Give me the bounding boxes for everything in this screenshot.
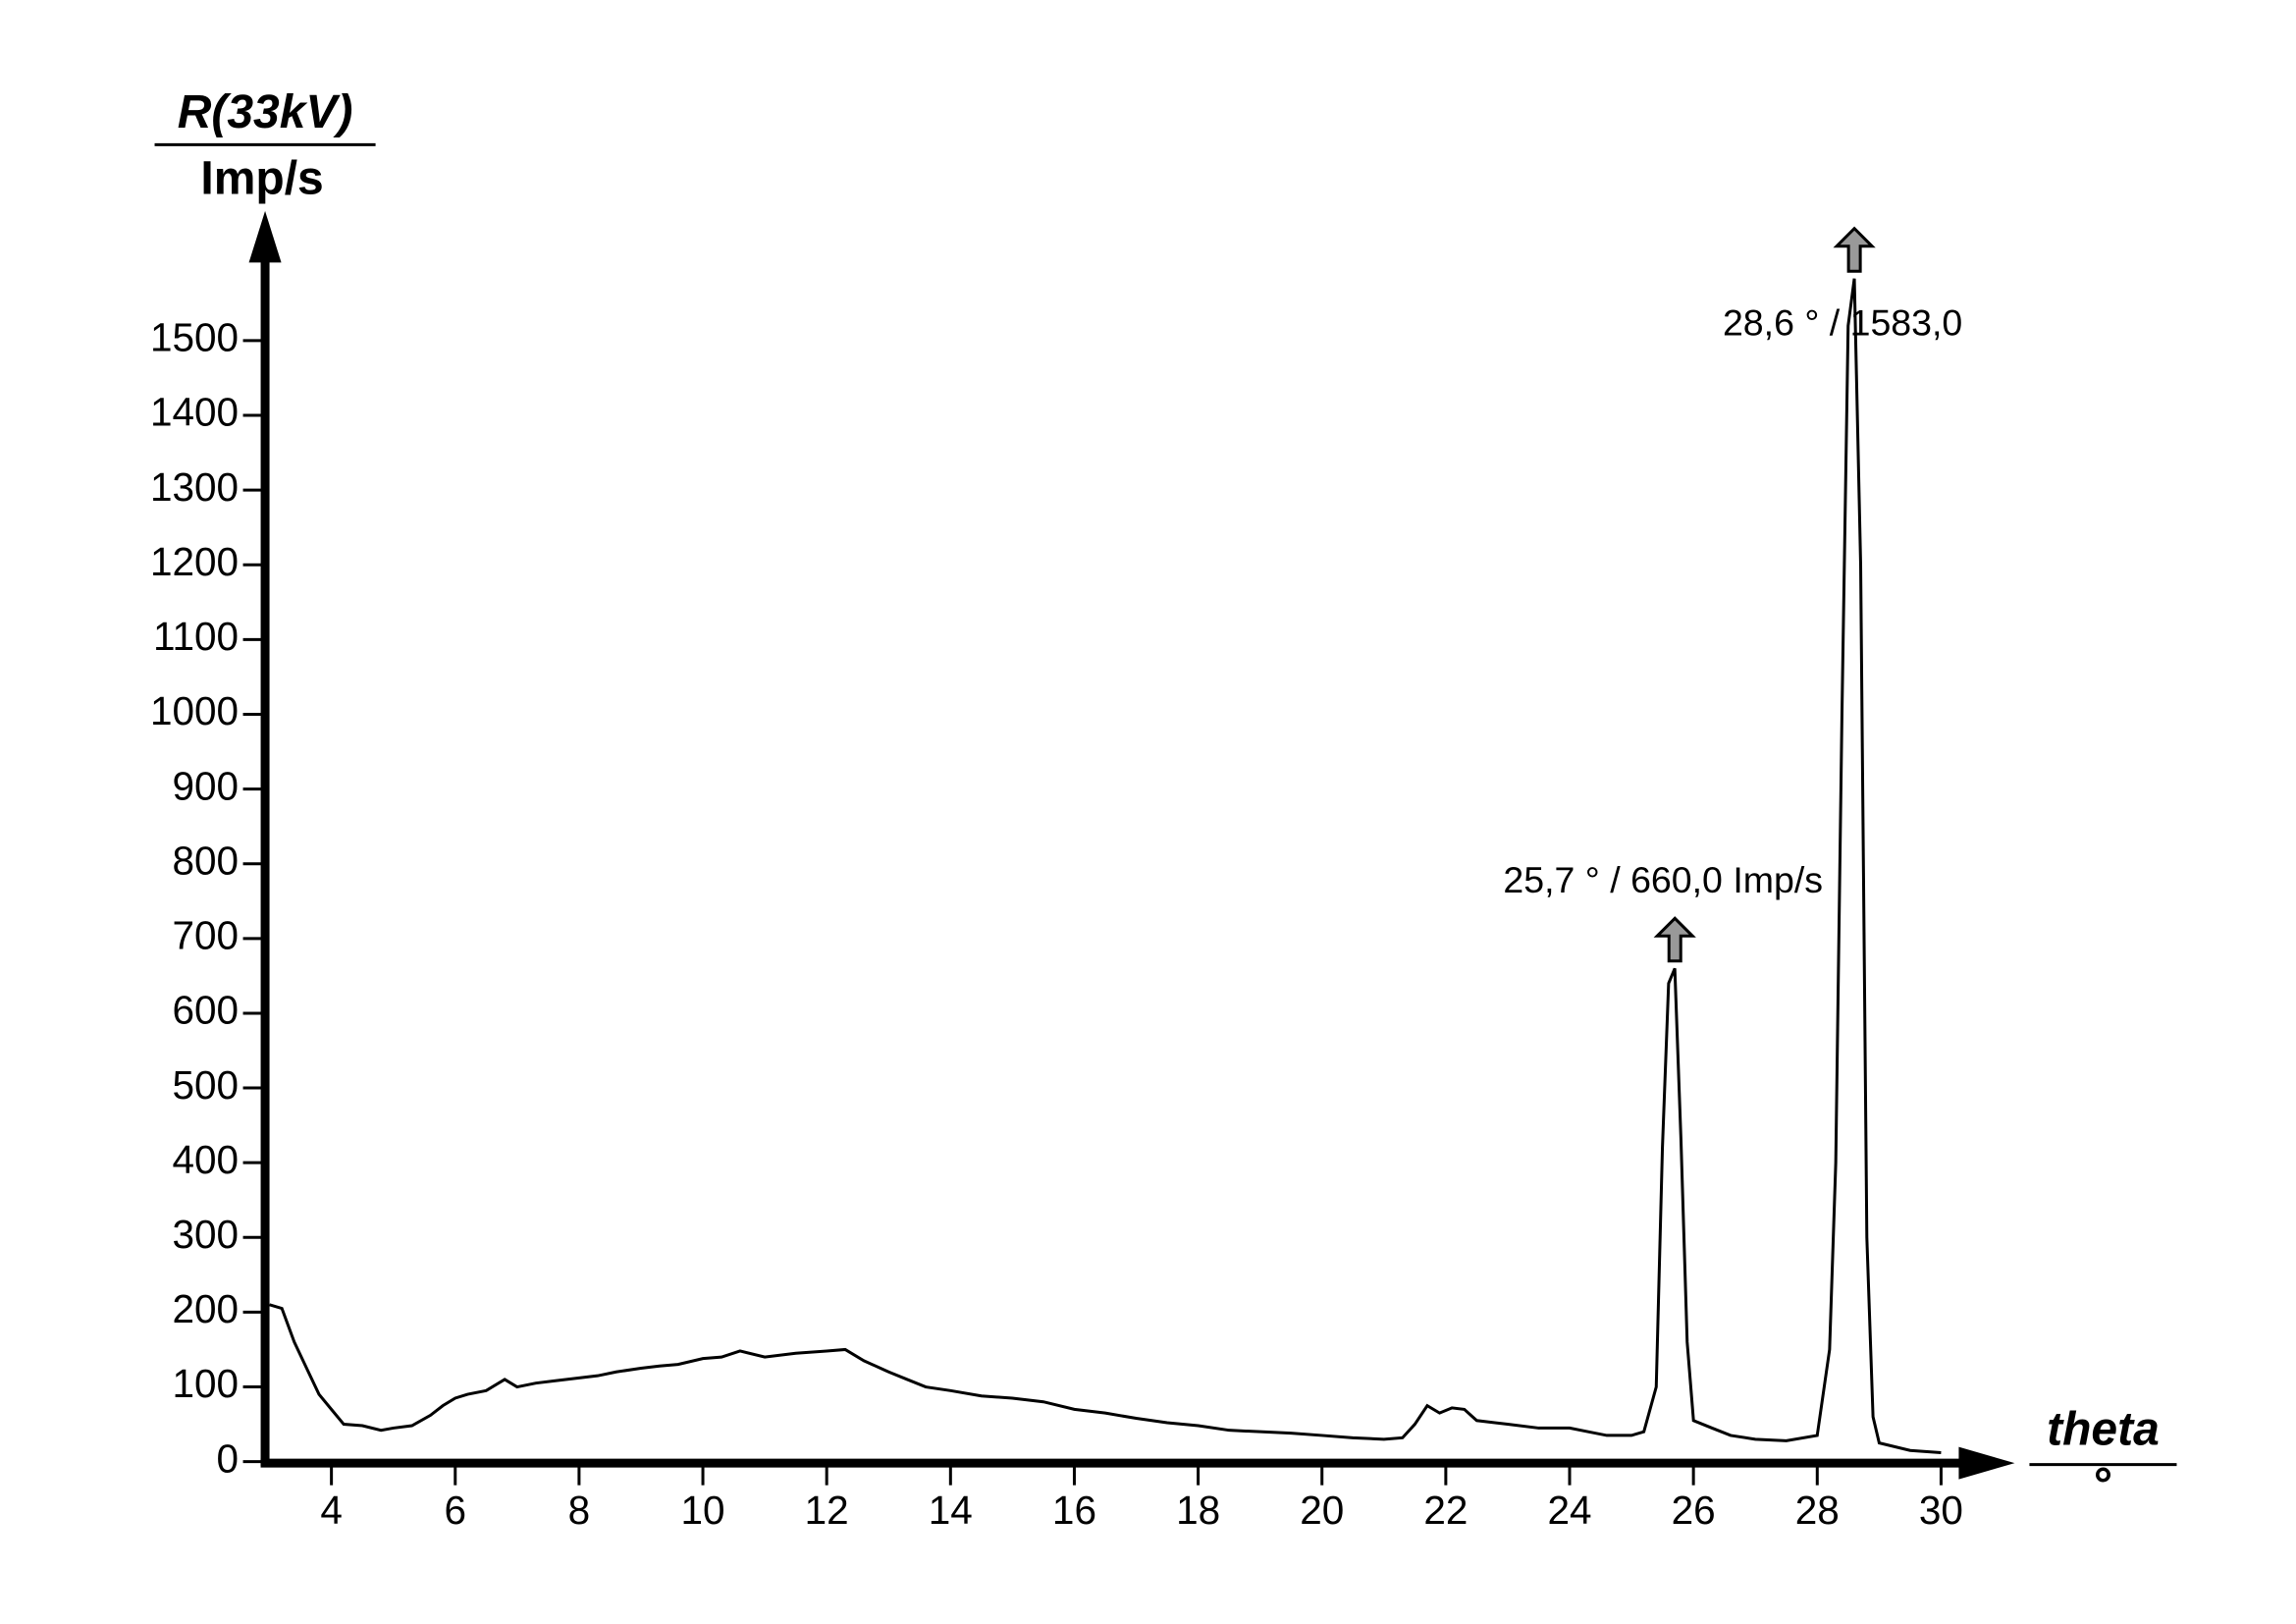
y-tick-label: 1500 (150, 315, 239, 360)
x-tick-label: 16 (1052, 1488, 1096, 1533)
x-axis-arrow (1958, 1446, 2015, 1480)
x-axis-label: theta (2047, 1403, 2160, 1455)
x-tick-label: 18 (1176, 1488, 1220, 1533)
x-tick-label: 4 (320, 1488, 343, 1533)
x-tick-label: 24 (1547, 1488, 1591, 1533)
y-tick-label: 0 (217, 1435, 240, 1481)
x-tick-label: 28 (1795, 1488, 1840, 1533)
y-tick-label: 500 (172, 1062, 239, 1108)
y-tick-label: 1300 (150, 464, 239, 510)
y-tick-label: 300 (172, 1212, 239, 1257)
x-tick-label: 12 (805, 1488, 849, 1533)
y-axis-arrow (248, 210, 282, 263)
y-tick-label: 900 (172, 763, 239, 808)
peak-annotation: 28,6 ° / 1583,0 (1723, 302, 1962, 344)
x-tick-label: 10 (681, 1488, 725, 1533)
x-axis-unit: ° (2094, 1459, 2112, 1511)
y-tick-label: 1400 (150, 390, 239, 435)
y-tick-label: 200 (172, 1286, 239, 1331)
y-tick-label: 800 (172, 838, 239, 883)
x-tick-label: 8 (568, 1488, 591, 1533)
x-tick-label: 30 (1919, 1488, 1963, 1533)
data-line (269, 278, 1942, 1454)
y-tick-label: 700 (172, 913, 239, 958)
y-axis-label: R(33kV) (178, 86, 353, 138)
x-tick-label: 14 (929, 1488, 973, 1533)
peak-arrow (1833, 226, 1876, 273)
y-tick-label: 600 (172, 988, 239, 1033)
y-tick-label: 1100 (153, 614, 239, 659)
x-tick-label: 26 (1672, 1488, 1716, 1533)
x-tick-label: 6 (445, 1488, 467, 1533)
y-tick-label: 1200 (150, 539, 239, 584)
peak-arrow (1653, 916, 1696, 963)
x-tick-label: 20 (1300, 1488, 1344, 1533)
peak-annotation: 25,7 ° / 660,0 Imp/s (1503, 859, 1823, 900)
y-tick-label: 1000 (150, 688, 239, 733)
y-tick-label: 100 (172, 1361, 239, 1406)
y-tick-label: 400 (172, 1137, 239, 1182)
x-tick-label: 22 (1423, 1488, 1468, 1533)
y-axis-unit: Imp/s (200, 153, 323, 205)
